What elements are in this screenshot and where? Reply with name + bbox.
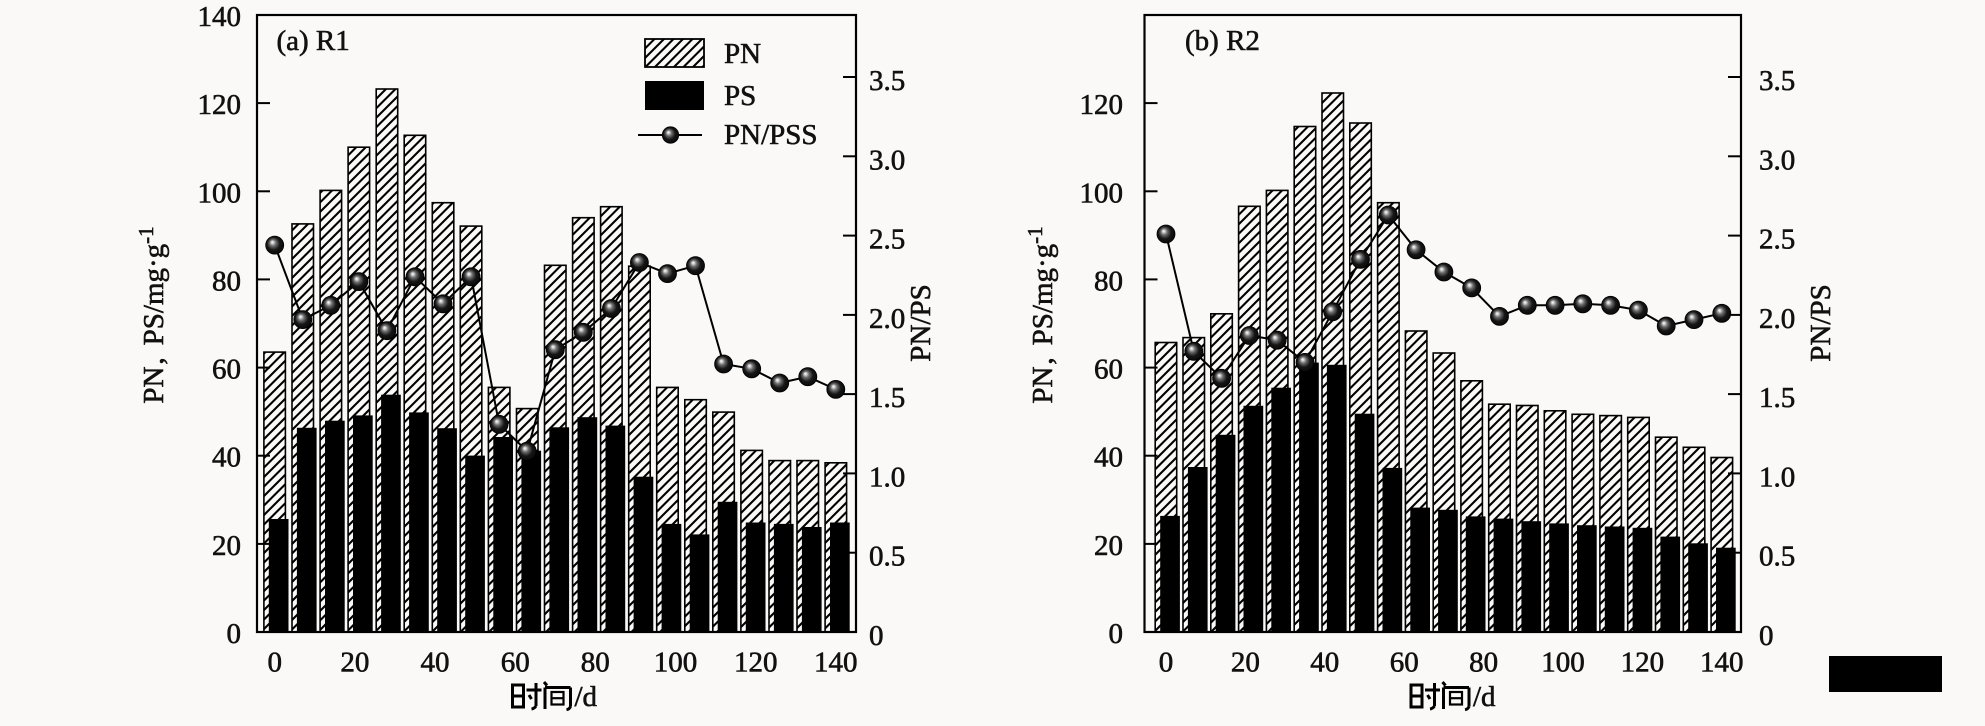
svg-text:2.5: 2.5 [1759, 224, 1795, 256]
svg-text:0: 0 [227, 618, 242, 650]
svg-text:3.5: 3.5 [1759, 65, 1795, 97]
svg-text:120: 120 [1621, 647, 1665, 679]
svg-text:140: 140 [1700, 647, 1744, 679]
svg-text:40: 40 [1094, 442, 1123, 474]
svg-text:100: 100 [1080, 177, 1124, 209]
svg-text:PN/PSS: PN/PSS [724, 119, 818, 151]
svg-text:1.0: 1.0 [1759, 461, 1795, 493]
svg-text:/d: /d [575, 681, 598, 713]
svg-text:120: 120 [1080, 89, 1124, 121]
svg-text:0: 0 [869, 620, 884, 652]
svg-text:20: 20 [1094, 530, 1123, 562]
svg-text:20: 20 [1231, 647, 1260, 679]
svg-text:PN/PS: PN/PS [905, 284, 937, 361]
svg-text:120: 120 [198, 89, 242, 121]
svg-text:PS: PS [724, 80, 756, 112]
svg-text:PN: PN [724, 38, 761, 70]
svg-text:0: 0 [1759, 620, 1774, 652]
svg-text:2.0: 2.0 [1759, 303, 1795, 335]
svg-text:140: 140 [198, 1, 242, 33]
svg-text:3.0: 3.0 [1759, 144, 1795, 176]
svg-text:PN,PS/mg·g-1: PN,PS/mg·g-1 [134, 226, 170, 403]
svg-text:60: 60 [501, 647, 530, 679]
svg-text:120: 120 [734, 647, 778, 679]
svg-text:3.0: 3.0 [869, 144, 905, 176]
svg-text:/d: /d [1473, 681, 1496, 713]
svg-text:(b) R2: (b) R2 [1185, 25, 1260, 57]
svg-text:0: 0 [1109, 618, 1124, 650]
svg-text:100: 100 [654, 647, 698, 679]
svg-text:PN,PS/mg·g-1: PN,PS/mg·g-1 [1023, 226, 1059, 403]
svg-text:60: 60 [1094, 354, 1123, 386]
svg-text:1.0: 1.0 [869, 461, 905, 493]
svg-text:40: 40 [212, 442, 241, 474]
svg-text:2.5: 2.5 [869, 224, 905, 256]
svg-text:20: 20 [212, 530, 241, 562]
svg-text:80: 80 [1469, 647, 1498, 679]
svg-text:1.5: 1.5 [869, 382, 905, 414]
svg-text:1.5: 1.5 [1759, 382, 1795, 414]
svg-text:80: 80 [212, 265, 241, 297]
svg-text:100: 100 [198, 177, 242, 209]
svg-text:2.0: 2.0 [869, 303, 905, 335]
svg-text:0: 0 [267, 647, 282, 679]
svg-text:60: 60 [212, 354, 241, 386]
svg-text:140: 140 [814, 647, 858, 679]
svg-text:3.5: 3.5 [869, 65, 905, 97]
svg-text:0.5: 0.5 [869, 541, 905, 573]
svg-text:100: 100 [1541, 647, 1585, 679]
svg-text:0.5: 0.5 [1759, 541, 1795, 573]
svg-text:40: 40 [421, 647, 450, 679]
svg-text:40: 40 [1310, 647, 1339, 679]
svg-text:20: 20 [340, 647, 369, 679]
svg-text:PN/PS: PN/PS [1805, 284, 1837, 361]
svg-text:(a) R1: (a) R1 [277, 25, 350, 57]
svg-text:60: 60 [1390, 647, 1419, 679]
svg-text:80: 80 [581, 647, 610, 679]
svg-text:0: 0 [1159, 647, 1174, 679]
svg-text:80: 80 [1094, 265, 1123, 297]
